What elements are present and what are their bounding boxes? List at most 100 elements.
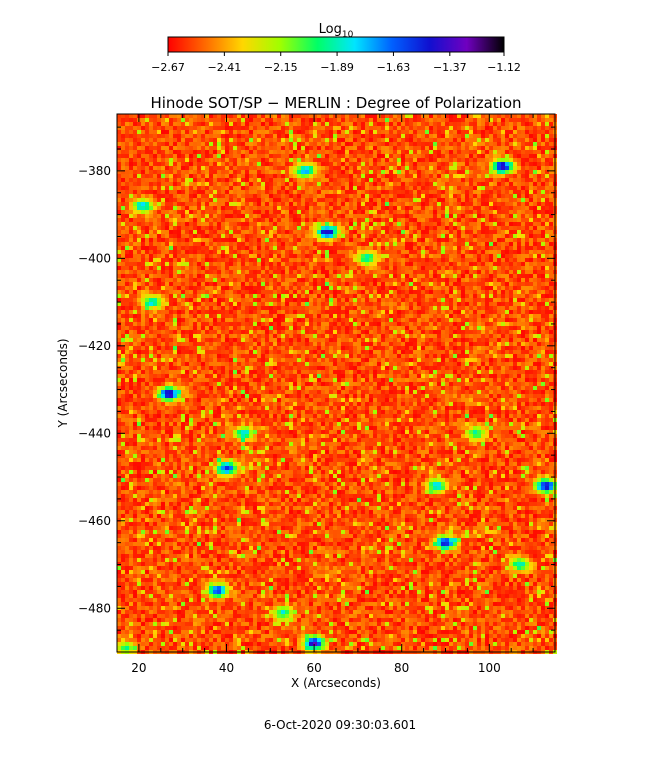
heatmap-cell [237,266,241,270]
heatmap-cell [501,274,505,278]
heatmap-cell [321,122,325,126]
heatmap-cell [377,182,381,186]
heatmap-cell [469,234,473,238]
heatmap-cell [117,154,121,158]
heatmap-cell [141,226,145,230]
heatmap-cell [133,238,137,242]
heatmap-cell [121,126,125,130]
heatmap-cell [253,162,257,166]
heatmap-cell [129,250,133,254]
heatmap-cell [369,202,373,206]
heatmap-cell [213,182,217,186]
heatmap-cell [473,202,477,206]
heatmap-cell [309,158,313,162]
heatmap-cell [321,290,325,294]
heatmap-cell [385,254,389,258]
heatmap-cell [309,242,313,246]
heatmap-cell [141,166,145,170]
heatmap-cell [413,166,417,170]
heatmap-cell [225,278,229,282]
heatmap-cell [121,178,125,182]
heatmap-cell [229,214,233,218]
heatmap-cell [433,206,437,210]
heatmap-cell [341,166,345,170]
heatmap-cell [137,138,141,142]
heatmap-cell [329,190,333,194]
heatmap-cell [233,290,237,294]
heatmap-cell [521,190,525,194]
heatmap-cell [541,218,545,222]
heatmap-cell [481,170,485,174]
heatmap-cell [457,178,461,182]
heatmap-cell [165,146,169,150]
heatmap-cell [153,266,157,270]
heatmap-cell [117,122,121,126]
heatmap-cell [245,166,249,170]
heatmap-cell [409,190,413,194]
heatmap-cell [381,230,385,234]
heatmap-cell [145,254,149,258]
heatmap-cell [289,218,293,222]
heatmap-cell [481,226,485,230]
heatmap-cell [401,270,405,274]
heatmap-cell [401,162,405,166]
heatmap-cell [145,294,149,298]
heatmap-cell [153,218,157,222]
heatmap-cell [369,170,373,174]
heatmap-cell [405,250,409,254]
heatmap-cell [445,190,449,194]
heatmap-cell [241,158,245,162]
heatmap-cell [137,258,141,262]
heatmap-cell [433,154,437,158]
heatmap-cell [413,262,417,266]
heatmap-cell [369,174,373,178]
heatmap-cell [357,134,361,138]
heatmap-cell [157,162,161,166]
heatmap-cell [257,166,261,170]
heatmap-cell [541,182,545,186]
heatmap-cell [285,230,289,234]
heatmap-cell [485,226,489,230]
heatmap-cell [297,286,301,290]
heatmap-cell [209,126,213,130]
heatmap-cell [269,178,273,182]
heatmap-cell [329,182,333,186]
heatmap-cell [145,250,149,254]
heatmap-cell [437,234,441,238]
heatmap-cell [241,226,245,230]
heatmap-cell [293,186,297,190]
heatmap-cell [153,242,157,246]
heatmap-cell [357,114,361,118]
heatmap-cell [369,238,373,242]
heatmap-cell [485,170,489,174]
heatmap-cell [445,198,449,202]
heatmap-cell [405,246,409,250]
heatmap-cell [269,290,273,294]
heatmap-cell [221,158,225,162]
heatmap-cell [117,206,121,210]
heatmap-cell [293,238,297,242]
heatmap-cell [509,226,513,230]
heatmap-cell [261,190,265,194]
heatmap-cell [457,202,461,206]
heatmap-cell [361,198,365,202]
heatmap-cell [305,162,309,166]
heatmap-cell [245,190,249,194]
heatmap-cell [425,146,429,150]
heatmap-cell [357,126,361,130]
heatmap-cell [221,142,225,146]
heatmap-cell [145,266,149,270]
heatmap-cell [437,114,441,118]
heatmap-cell [257,134,261,138]
heatmap-cell [465,206,469,210]
heatmap-cell [345,234,349,238]
heatmap-cell [353,114,357,118]
heatmap-cell [369,134,373,138]
heatmap-cell [509,130,513,134]
heatmap-cell [265,210,269,214]
heatmap-cell [537,162,541,166]
heatmap-cell [517,234,521,238]
heatmap-cell [537,238,541,242]
heatmap-cell [333,202,337,206]
heatmap-cell [485,118,489,122]
